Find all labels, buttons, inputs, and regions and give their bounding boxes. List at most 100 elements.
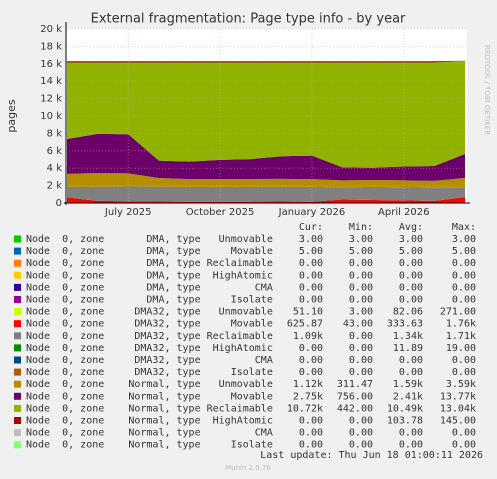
legend-value: 0.00 [299,355,323,366]
y-tick-label: 8 k [47,128,63,139]
legend-value: 1.34k [393,331,423,342]
y-tick-label: 4 k [47,163,63,174]
legend-value: 3.00 [452,234,476,245]
area [67,186,465,202]
legend-label: Node 0, zone DMA, type HighAtomic [26,270,273,281]
area [67,60,465,63]
legend-swatch [14,332,21,340]
legend-label: Node 0, zone DMA32, type Unmovable [26,307,273,318]
legend-label: Node 0, zone Normal, type HighAtomic [26,416,273,427]
legend-value: 0.00 [452,295,476,306]
legend-value: 1.09k [293,331,323,342]
legend-swatch [14,320,21,328]
legend-value: 0.00 [299,428,323,439]
legend-value: 3.00 [299,234,323,245]
legend-value: 0.00 [399,440,423,451]
y-tick-label: 14 k [40,76,62,87]
legend-swatch [14,392,21,400]
legend-value: 0.00 [299,343,323,354]
legend-value: 0.00 [349,428,373,439]
y-tick-label: 20 k [40,24,62,35]
legend-swatch [14,356,21,364]
y-tick-label: 16 k [40,59,62,70]
legend-swatch [14,259,21,267]
legend-value: 442.00 [337,403,373,414]
legend-label: Node 0, zone DMA, type Unmovable [26,234,273,245]
legend-value: 5.00 [299,246,323,257]
legend-label: Node 0, zone DMA32, type Isolate [26,367,273,378]
legend-value: 311.47 [337,379,373,390]
legend-value: 3.59k [446,379,476,390]
legend-value: 3.00 [349,307,373,318]
y-axis-label: pages [5,99,18,132]
legend-value: 0.00 [299,416,323,427]
area [67,133,465,181]
x-tick-label: January 2026 [278,207,346,218]
legend-value: 0.00 [349,367,373,378]
legend-value: 0.00 [299,367,323,378]
legend-value: 625.87 [287,319,323,330]
legend-value: 1.59k [393,379,423,390]
legend-label: Node 0, zone Normal, type Movable [26,391,273,402]
x-tick-label: July 2025 [104,207,152,218]
legend-value: 0.00 [452,282,476,293]
legend-value: 0.00 [452,258,476,269]
legend-value: 0.00 [299,270,323,281]
legend-value: 1.71k [446,331,476,342]
legend-value: 0.00 [349,355,373,366]
legend-swatch [14,417,21,424]
legend-value: 0.00 [349,440,373,451]
legend-value: 0.00 [399,258,423,269]
legend-value: 756.00 [337,391,373,402]
legend-label: Node 0, zone DMA32, type Reclaimable [26,331,273,342]
column-header: Min: [349,222,373,233]
legend-value: 0.00 [349,282,373,293]
legend-value: 0.00 [349,331,373,342]
area [67,60,465,168]
legend-label: Node 0, zone Normal, type Isolate [26,440,273,451]
legend-value: 0.00 [452,428,476,439]
column-header: Avg: [399,222,423,233]
x-tick-label: April 2026 [378,207,429,218]
legend-value: 0.00 [399,295,423,306]
legend-value: 0.00 [299,258,323,269]
legend-value: 0.00 [452,270,476,281]
legend-swatch [14,235,21,243]
legend-value: 0.00 [452,440,476,451]
legend-label: Node 0, zone DMA, type Isolate [26,295,273,306]
legend-value: 0.00 [349,416,373,427]
y-tick-label: 6 k [47,146,63,157]
legend-label: Node 0, zone Normal, type Reclaimable [26,403,273,414]
legend-value: 0.00 [299,295,323,306]
legend-value: 5.00 [452,246,476,257]
legend-label: Node 0, zone DMA32, type HighAtomic [26,343,273,354]
legend-value: 271.00 [440,307,476,318]
legend-value: 0.00 [349,258,373,269]
legend-swatch [14,247,21,255]
legend-value: 333.63 [387,319,423,330]
column-header: Cur: [299,222,323,233]
legend-label: Node 0, zone Normal, type Unmovable [26,379,273,390]
legend-value: 0.00 [399,355,423,366]
legend-label: Node 0, zone DMA32, type CMA [26,355,273,366]
legend-swatch [14,271,21,279]
legend-value: 0.00 [399,367,423,378]
legend-swatch [14,441,21,449]
legend-label: Node 0, zone DMA, type CMA [26,282,273,293]
legend-swatch [14,404,21,412]
column-header: Max: [452,222,476,233]
legend-value: 13.77k [440,391,476,402]
legend-value: 0.00 [452,355,476,366]
legend-value: 5.00 [349,246,373,257]
legend-label: Node 0, zone Normal, type CMA [26,428,273,439]
legend-swatch [14,429,21,437]
area [67,197,465,203]
legend-value: 11.89 [393,343,423,354]
chart-title: External fragmentation: Page type info -… [91,12,406,27]
legend-value: 3.00 [349,234,373,245]
legend-swatch [14,308,21,316]
footer: Munin 2.0.76 [225,464,271,472]
legend-label: Node 0, zone DMA32, type Movable [26,319,273,330]
legend-label: Node 0, zone DMA, type Reclaimable [26,258,273,269]
